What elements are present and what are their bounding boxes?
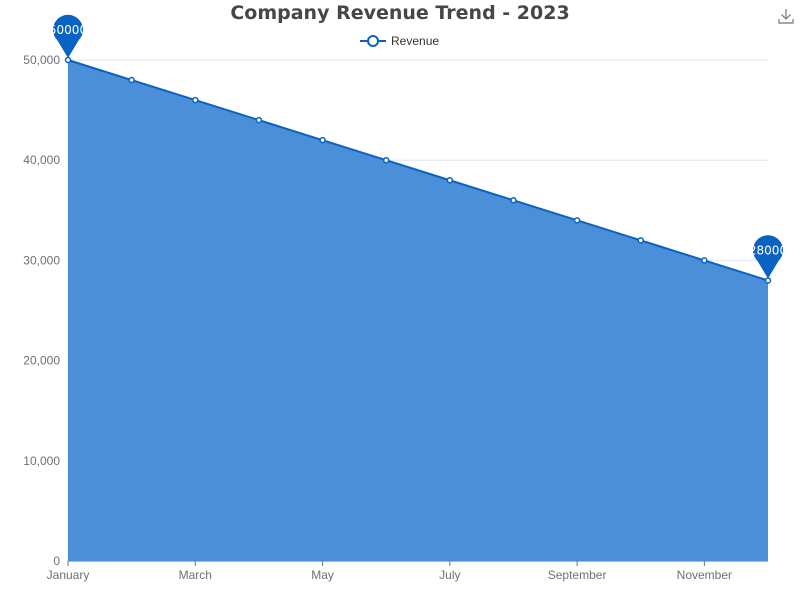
y-tick-label: 0 xyxy=(53,554,60,568)
x-tick-label: March xyxy=(179,568,212,582)
x-tick-label: November xyxy=(677,568,732,582)
data-point xyxy=(255,116,263,124)
y-tick-label: 30,000 xyxy=(23,253,60,267)
download-icon xyxy=(778,9,794,24)
y-tick-label: 40,000 xyxy=(23,153,60,167)
data-point xyxy=(382,156,390,164)
mark-pin xyxy=(53,14,83,59)
data-point xyxy=(637,237,644,244)
y-tick-label: 10,000 xyxy=(23,454,60,468)
legend-item-revenue[interactable]: Revenue xyxy=(360,32,439,50)
legend-label: Revenue xyxy=(391,34,440,48)
mark-pin-label: 50000 xyxy=(49,23,87,37)
data-point xyxy=(764,277,772,284)
data-point xyxy=(446,176,454,184)
mark-pin xyxy=(753,235,783,279)
mark-pin-label: 28000 xyxy=(749,243,787,257)
x-tick-label: September xyxy=(548,568,607,582)
x-tick-label: January xyxy=(47,568,90,582)
data-point xyxy=(64,56,72,64)
y-tick-label: 20,000 xyxy=(23,354,60,368)
data-point xyxy=(701,257,708,264)
data-point xyxy=(510,197,517,204)
chart-title: Company Revenue Trend - 2023 xyxy=(230,2,570,24)
legend-line-icon xyxy=(360,35,386,47)
data-point xyxy=(128,76,135,84)
revenue-area xyxy=(68,60,768,561)
data-point xyxy=(192,96,199,104)
revenue-line xyxy=(67,59,769,282)
x-tick-label: May xyxy=(311,568,334,582)
x-tick-label: July xyxy=(439,568,460,582)
data-point xyxy=(319,136,326,144)
y-tick-label: 50,000 xyxy=(23,53,60,67)
download-button[interactable] xyxy=(776,6,796,26)
data-point xyxy=(573,217,581,224)
